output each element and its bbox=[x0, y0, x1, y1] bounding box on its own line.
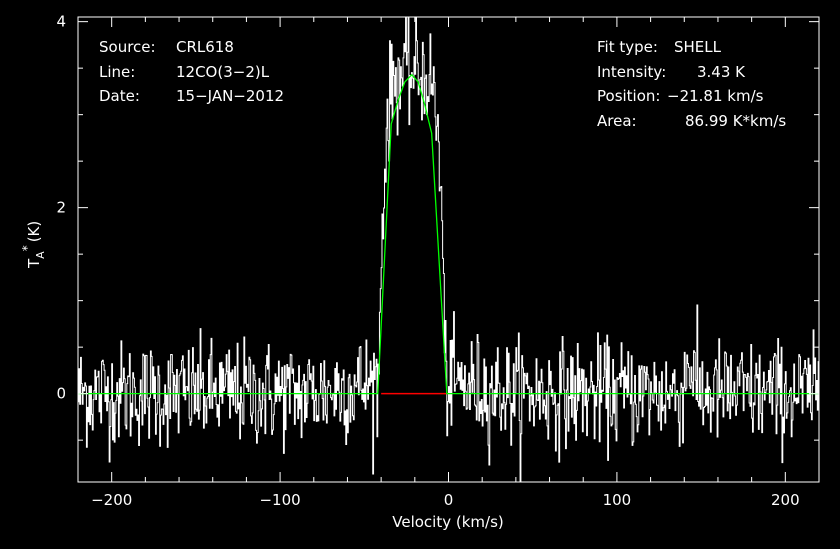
y-axis-label-subscript: A bbox=[34, 251, 47, 259]
source-key: Source: bbox=[99, 38, 156, 56]
x-tick-label: −100 bbox=[259, 491, 300, 509]
y-tick-label: 2 bbox=[56, 199, 66, 217]
svg-text:TA*(K): TA* (K) bbox=[20, 221, 47, 269]
x-axis-label: Velocity (km/s) bbox=[392, 513, 503, 531]
area-value: 86.99 K*km/s bbox=[685, 112, 786, 130]
position-value: −21.81 km/s bbox=[667, 87, 764, 105]
x-tick-label: 200 bbox=[771, 491, 800, 509]
fit-layer bbox=[78, 73, 819, 395]
fit-type-value: SHELL bbox=[674, 38, 722, 56]
date-key: Date: bbox=[99, 87, 140, 105]
position-key: Position: bbox=[597, 87, 660, 105]
y-tick-label: 0 bbox=[56, 385, 66, 403]
x-tick-label: 0 bbox=[444, 491, 454, 509]
line-key: Line: bbox=[99, 63, 135, 81]
y-axis-label: TA* (K) bbox=[20, 221, 47, 269]
y-tick-label: 4 bbox=[56, 13, 66, 31]
y-axis-label-unit: (K) bbox=[25, 221, 43, 243]
x-tick-label: −200 bbox=[91, 491, 132, 509]
ticks-layer: −200 −100 0 100 200 0 2 4 bbox=[56, 13, 820, 509]
spectrum-trace bbox=[78, 17, 820, 482]
date-value: 15−JAN−2012 bbox=[176, 87, 284, 105]
fit-curve bbox=[78, 73, 819, 395]
intensity-key: Intensity: bbox=[597, 63, 666, 81]
line-value: 12CO(3−2)L bbox=[176, 63, 270, 81]
x-tick-label: 100 bbox=[603, 491, 632, 509]
intensity-value: 3.43 K bbox=[697, 63, 746, 81]
area-key: Area: bbox=[597, 112, 637, 130]
fit-type-key: Fit type: bbox=[597, 38, 658, 56]
source-value: CRL618 bbox=[176, 38, 234, 56]
spectrum-layer bbox=[78, 17, 820, 482]
y-axis-label-superscript: * bbox=[20, 245, 34, 251]
y-axis-label-symbol: T bbox=[25, 258, 43, 269]
